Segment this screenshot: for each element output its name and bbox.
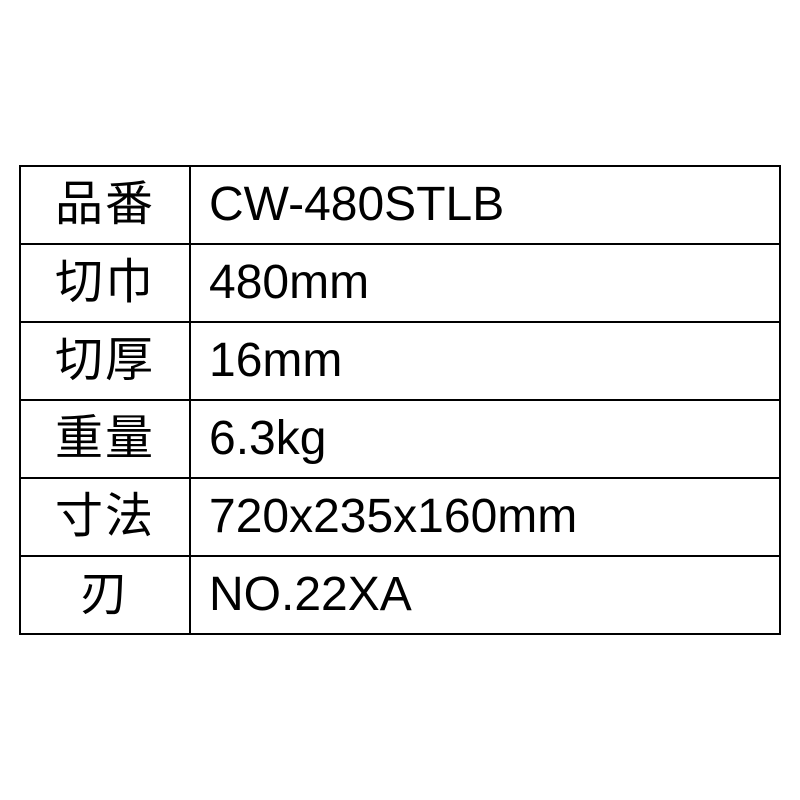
spec-value: NO.22XA [190,556,780,634]
spec-label: 切巾 [20,244,190,322]
spec-label: 寸法 [20,478,190,556]
table-row: 切厚 16mm [20,322,780,400]
table-row: 品番 CW-480STLB [20,166,780,244]
spec-label: 刃 [20,556,190,634]
table-row: 重量 6.3kg [20,400,780,478]
spec-value: 6.3kg [190,400,780,478]
table-row: 寸法 720x235x160mm [20,478,780,556]
spec-value: 480mm [190,244,780,322]
spec-table: 品番 CW-480STLB 切巾 480mm 切厚 16mm 重量 6.3kg … [19,165,781,635]
spec-value: 16mm [190,322,780,400]
spec-value: 720x235x160mm [190,478,780,556]
spec-value: CW-480STLB [190,166,780,244]
spec-label: 品番 [20,166,190,244]
spec-label: 切厚 [20,322,190,400]
spec-label: 重量 [20,400,190,478]
table-row: 切巾 480mm [20,244,780,322]
table-row: 刃 NO.22XA [20,556,780,634]
